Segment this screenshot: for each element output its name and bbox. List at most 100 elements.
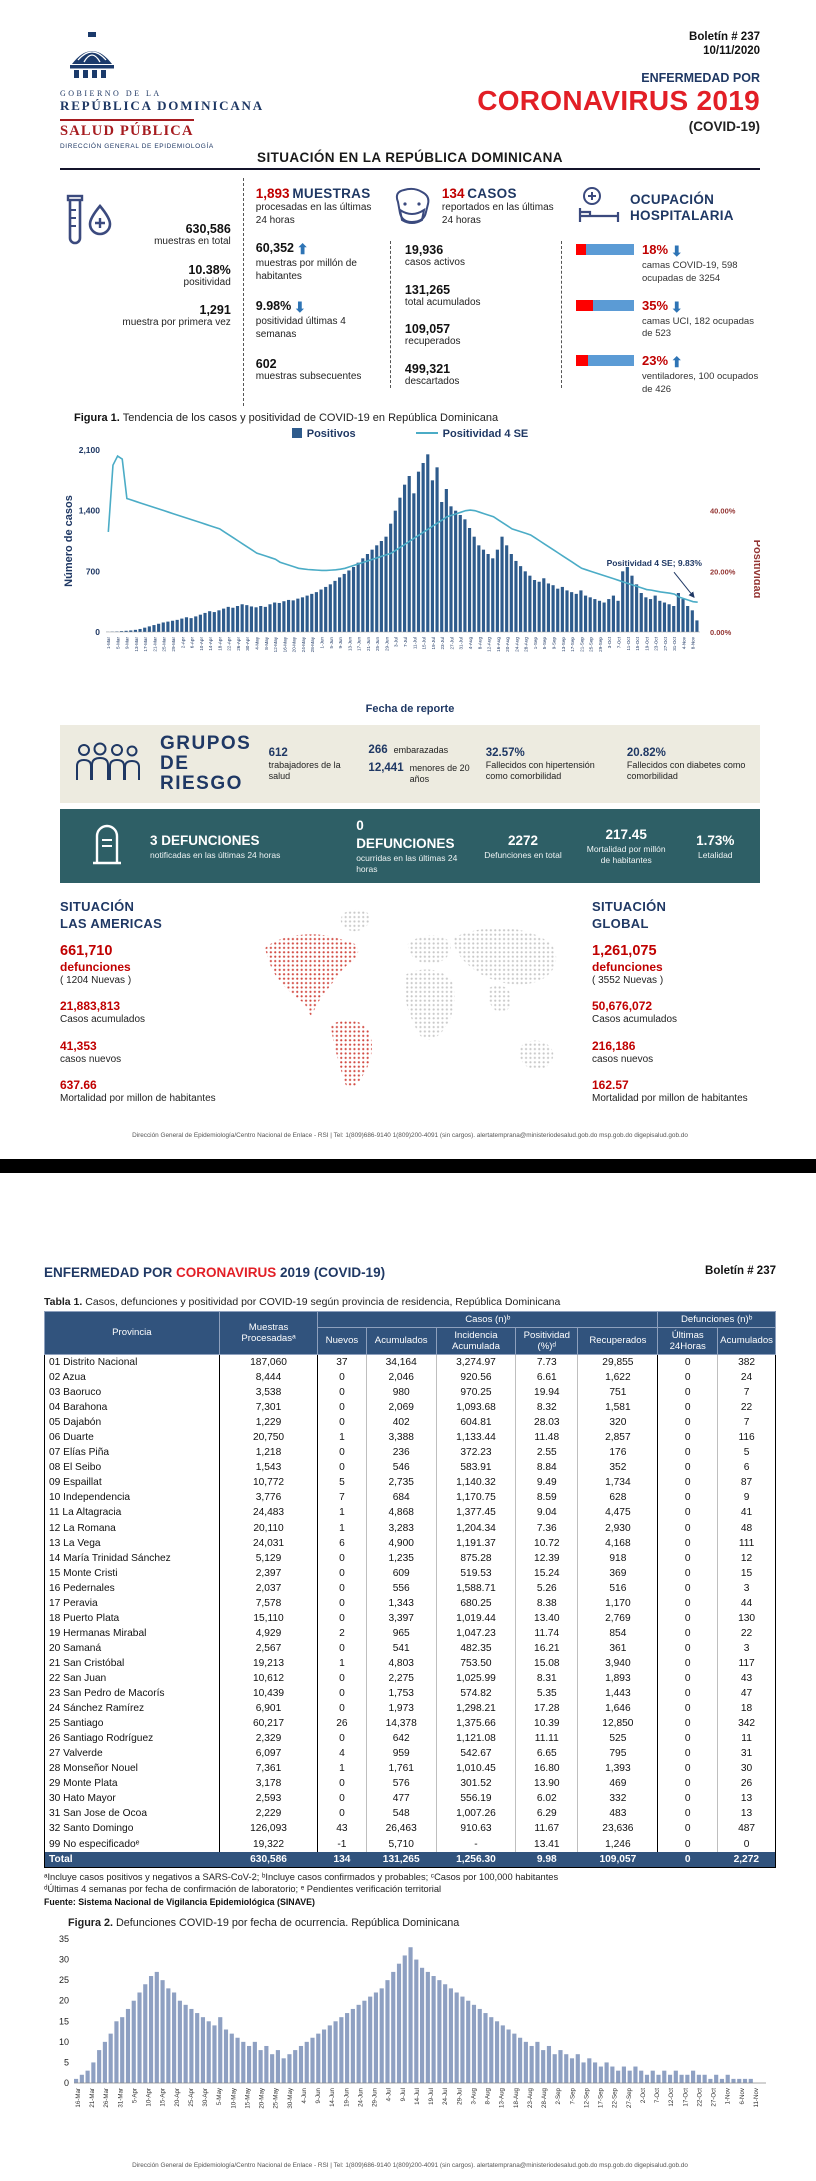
table-cell: 15.24 [516,1566,578,1581]
svg-text:20.00%: 20.00% [710,568,736,577]
svg-text:31-Mar: 31-Mar [117,2088,124,2108]
page1-footer: Dirección General de Epidemiología/Centr… [60,1132,760,1139]
table-cell: 2,272 [718,1852,776,1868]
muestras-word: MUESTRAS [292,186,370,201]
camas-covid-bar [576,244,634,255]
svg-text:17-Jun: 17-Jun [357,637,362,651]
svg-text:6-Apr: 6-Apr [190,637,195,649]
table-cell: 0 [658,1430,718,1445]
svg-text:16-Mar: 16-Mar [75,2088,82,2108]
svg-text:19-Jun: 19-Jun [343,2087,350,2106]
svg-text:8-Aug: 8-Aug [477,637,482,650]
svg-text:1-Sep: 1-Sep [533,637,538,650]
table-cell: 3,397 [366,1611,436,1626]
svg-text:19-Jul: 19-Jul [431,637,436,650]
table-cell: 0 [318,1671,366,1686]
table-cell: 32 Santo Domingo [45,1821,220,1836]
table-cell: 6.29 [516,1806,578,1821]
table-cell: 10 Independencia [45,1490,220,1505]
gov-logo: GOBIERNO DE LA REPÚBLICA DOMINICANA SALU… [60,30,264,150]
table-cell: 16.21 [516,1641,578,1656]
disease-sub: (COVID-19) [477,119,760,136]
table-cell: 1,588.71 [436,1581,515,1596]
svg-text:5-May: 5-May [216,2087,223,2105]
table-cell: 31 [718,1746,776,1761]
table-cell: 87 [718,1475,776,1490]
table-cell: 1,734 [578,1475,658,1490]
table-cell: 0 [318,1686,366,1701]
table-cell: 980 [366,1385,436,1400]
svg-text:12-May: 12-May [273,637,278,653]
table-cell: 17.28 [516,1701,578,1716]
svg-text:29-Jun: 29-Jun [372,2087,379,2106]
svg-text:13-Aug: 13-Aug [499,2087,506,2108]
table-cell: 320 [578,1415,658,1430]
table-header-cell: Provincia [45,1311,220,1354]
table-cell: 0 [658,1581,718,1596]
muestra-primera-vez: 1,291 muestra por primera vez [118,303,231,330]
table-cell: 0 [658,1490,718,1505]
table-cell: 753.50 [436,1656,515,1671]
muestras-totals-block: 630,586 muestras en total 10.38% positiv… [60,178,243,406]
table-cell: 556.19 [436,1791,515,1806]
table-cell: 0 [658,1505,718,1520]
svg-text:7-Oct: 7-Oct [654,2087,661,2102]
muestras-header: 1,893 MUESTRAS procesadas en las últimas… [256,186,378,227]
casos-header: 134 CASOS reportados en las últimas 24 h… [442,186,562,227]
table-cell: 30 Hato Mayor [45,1791,220,1806]
ocupacion-ventiladores: 23% ⬆ ventiladores, 100 ocupados de 426 [576,353,760,396]
svg-text:10-Apr: 10-Apr [199,637,204,651]
svg-text:20-May: 20-May [292,637,297,653]
svg-text:5: 5 [64,2057,69,2067]
table-cell: 0 [658,1746,718,1761]
defunciones-notificadas: 3 DEFUNCIONES notificadas en las últimas… [144,832,290,861]
table-cell: 2 [318,1626,366,1641]
table-cell: 26 Santiago Rodríguez [45,1731,220,1746]
svg-text:8-Nov: 8-Nov [691,637,696,650]
table-cell: 21 San Cristóbal [45,1656,220,1671]
table-cell: 08 El Seibo [45,1460,220,1475]
table-cell: 0 [318,1445,366,1460]
table-cell: 187,060 [219,1355,318,1371]
svg-text:1-Mar: 1-Mar [106,637,111,649]
page-separator [0,1159,816,1173]
table-cell: 1,019.44 [436,1611,515,1626]
ocupacion-camas-uci: 35% ⬇ camas UCI, 182 ocupadas de 523 [576,298,760,341]
table-cell: 382 [718,1355,776,1371]
gov-line2: REPÚBLICA DOMINICANA [60,99,264,114]
defunciones-band: 3 DEFUNCIONES notificadas en las últimas… [60,809,760,883]
table-cell: 2.55 [516,1445,578,1460]
table-cell: 14,378 [366,1716,436,1731]
ventiladores-bar [576,355,634,366]
table-cell: 6.65 [516,1746,578,1761]
table-cell: 516 [578,1581,658,1596]
svg-text:5-Apr: 5-Apr [132,2088,139,2103]
table-cell: 0 [658,1671,718,1686]
svg-text:30: 30 [59,1954,69,1964]
svg-text:15-Jul: 15-Jul [422,637,427,650]
table-cell: 43 [718,1671,776,1686]
table-cell: 574.82 [436,1686,515,1701]
svg-text:2,100: 2,100 [79,445,101,455]
header-right: Boletín # 237 10/11/2020 ENFERMEDAD POR … [477,30,760,150]
table-cell: 2,735 [366,1475,436,1490]
table-cell: 0 [658,1837,718,1852]
header: GOBIERNO DE LA REPÚBLICA DOMINICANA SALU… [60,30,760,150]
svg-text:11-Oct: 11-Oct [626,637,631,651]
svg-text:1-Jun: 1-Jun [320,637,325,649]
svg-text:6-Nov: 6-Nov [739,2087,746,2104]
table-cell: 1,761 [366,1761,436,1776]
casos-word: CASOS [467,186,517,201]
table-cell: 795 [578,1746,658,1761]
svg-text:27-Jul: 27-Jul [449,637,454,650]
muestra-primera-vez-label: muestra por primera vez [118,317,231,330]
svg-text:10-May: 10-May [230,2087,237,2109]
table-cell: 604.81 [436,1415,515,1430]
bulletin-date: 10/11/2020 [477,44,760,58]
table-cell: 6,097 [219,1746,318,1761]
